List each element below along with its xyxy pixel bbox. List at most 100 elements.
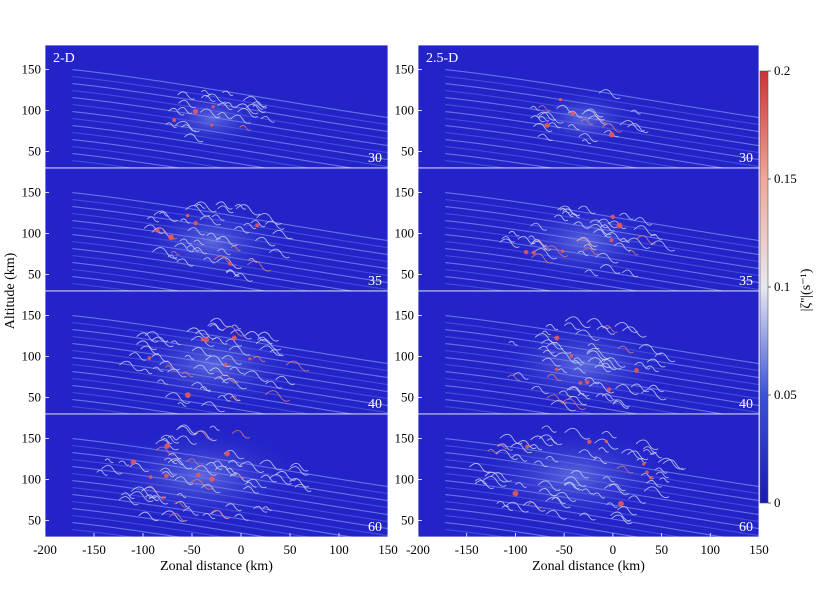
vortex-swirl: [165, 122, 177, 128]
vortex-swirl: [501, 236, 515, 243]
vortex-swirl: [583, 244, 597, 251]
x-tick-label: -200: [406, 542, 430, 557]
high-vorticity-spot: [560, 249, 565, 254]
vortex-swirl: [530, 105, 540, 111]
vortex-swirl: [169, 512, 188, 522]
vortex-swirl: [193, 201, 217, 213]
vortex-swirl: [515, 482, 527, 488]
high-vorticity-spot: [554, 367, 559, 372]
panel-time-label: 30: [739, 151, 753, 166]
wave-phase-line: [445, 515, 598, 537]
vortex-swirl: [174, 243, 195, 253]
vortex-swirl: [567, 124, 580, 130]
vortex-swirl: [269, 474, 292, 485]
vortex-swirl: [643, 486, 670, 499]
y-tick-label: 50: [28, 144, 41, 159]
colorbar-tick-label: 0.2: [774, 63, 790, 78]
high-vorticity-spot: [558, 97, 563, 102]
vortex-swirl: [592, 492, 606, 499]
turbulence-region: [527, 89, 640, 148]
wave-phase-line: [72, 153, 183, 168]
wave-phase-line: [445, 406, 508, 414]
vortex-swirl: [606, 502, 618, 508]
wave-phase-line: [445, 508, 641, 537]
panel-title: 2-D: [53, 51, 75, 66]
vortex-swirl: [622, 269, 639, 278]
high-vorticity-spot: [525, 444, 530, 449]
high-vorticity-spot: [616, 222, 623, 229]
vortex-swirl: [152, 366, 164, 372]
vortex-swirl: [511, 454, 528, 462]
vortex-swirl: [160, 438, 173, 444]
vortex-swirl: [187, 227, 206, 236]
vortex-swirl: [636, 235, 656, 245]
vortex-swirl: [495, 449, 519, 460]
vortex-swirl: [207, 322, 225, 331]
vortex-swirl: [615, 384, 639, 395]
vortex-swirl: [581, 139, 592, 144]
wave-phase-line: [72, 132, 312, 168]
vortex-swirl: [573, 367, 587, 374]
vortex-swirl: [214, 376, 229, 384]
vortex-swirl: [545, 456, 559, 463]
vortex-swirl: [209, 367, 229, 377]
vortex-swirl: [538, 116, 550, 122]
vortex-swirl: [255, 236, 276, 247]
high-vorticity-spot: [228, 261, 232, 266]
vortex-swirl: [508, 340, 518, 346]
vortex-swirl: [595, 393, 614, 402]
vortex-swirl: [614, 322, 638, 333]
y-tick-label: 50: [401, 144, 414, 159]
vortex-swirl: [176, 435, 197, 445]
vortex-swirl: [225, 503, 242, 512]
high-vorticity-spot: [192, 108, 199, 114]
vortex-swirl: [570, 469, 589, 479]
panel-border: [417, 413, 760, 538]
y-tick-label: 50: [28, 267, 41, 282]
right-wave-field-60: [445, 425, 759, 537]
vortex-swirl: [567, 110, 583, 118]
vortex-swirl: [626, 237, 651, 249]
high-vorticity-spot: [570, 111, 575, 116]
vortex-swirl: [640, 388, 667, 401]
vortex-swirl: [659, 477, 670, 483]
vortex-swirl: [602, 476, 615, 483]
vortex-swirl: [234, 103, 259, 115]
vortex-swirl: [231, 324, 242, 330]
vortex-swirl: [484, 471, 508, 483]
vortex-swirl: [243, 486, 259, 494]
vortex-swirl: [505, 501, 529, 513]
vortex-swirl: [170, 250, 180, 256]
x-tick-label: -50: [555, 542, 572, 557]
wave-phase-line: [72, 283, 136, 291]
x-tick-label: 100: [329, 542, 349, 557]
x-tick-label: -150: [82, 542, 106, 557]
vortex-swirl: [568, 386, 585, 395]
y-tick-label: 150: [22, 185, 42, 200]
vortex-swirl: [554, 352, 580, 364]
vortex-swirl: [654, 467, 668, 474]
panel-time-label: 40: [368, 397, 382, 412]
colorbar-label: |ζ''|(s⁻¹): [799, 268, 814, 311]
x-tick-label: 150: [378, 542, 398, 557]
vortex-swirl: [200, 386, 212, 392]
vortex-swirl: [531, 253, 553, 264]
vortex-swirl: [620, 237, 630, 243]
left-wave-field-60: [72, 424, 388, 537]
vortex-swirl: [507, 374, 521, 381]
high-vorticity-spot: [210, 123, 214, 127]
vortex-swirl: [529, 444, 543, 451]
panel-time-label: 35: [739, 274, 753, 289]
vortex-swirl: [174, 120, 200, 133]
wave-phase-line: [72, 160, 136, 168]
y-tick-label: 100: [395, 103, 415, 118]
vortex-swirl: [189, 479, 213, 490]
vortex-swirl: [104, 458, 114, 464]
vortex-swirl: [541, 425, 557, 433]
vortex-swirl: [237, 107, 259, 118]
high-vorticity-spot: [585, 379, 590, 385]
vortex-swirl: [167, 368, 187, 378]
y-tick-label: 50: [401, 267, 414, 282]
vortex-swirl: [650, 233, 663, 240]
vortex-swirl: [167, 254, 178, 260]
